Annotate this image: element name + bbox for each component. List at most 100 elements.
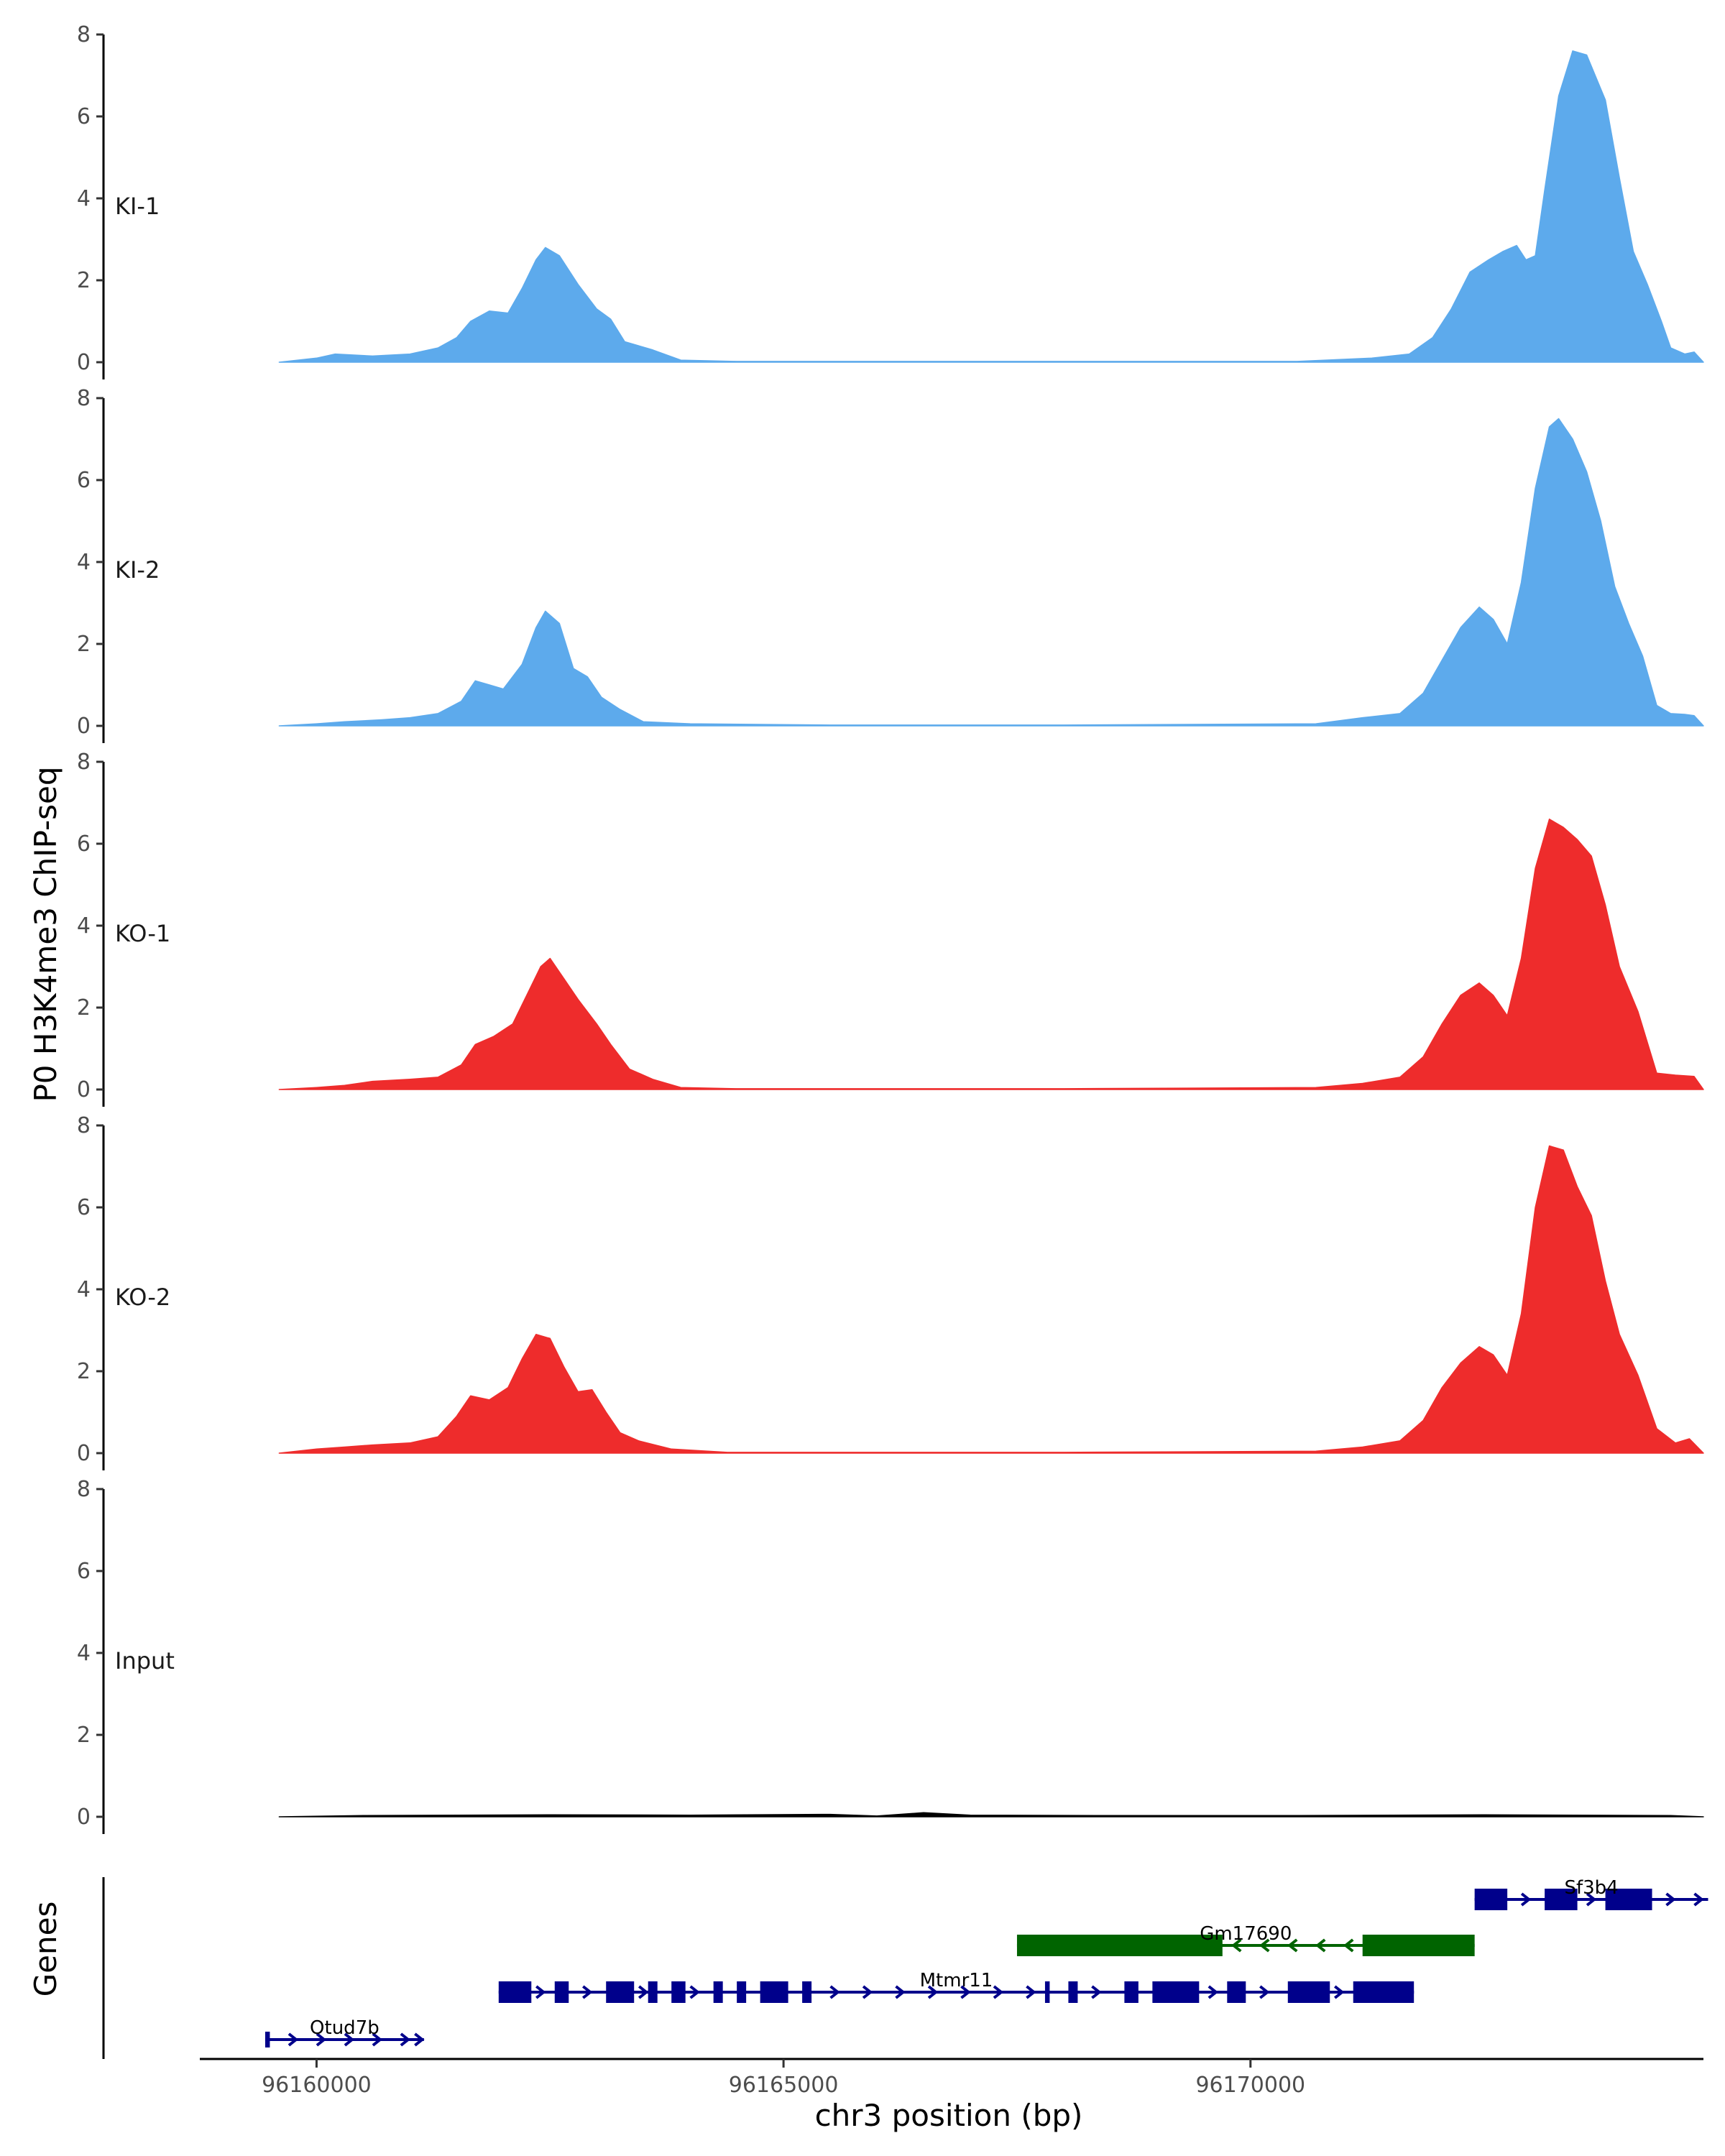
strand-arrow <box>1665 1892 1676 1907</box>
strand-arrow <box>1208 1985 1219 1999</box>
strand-arrow <box>1315 1938 1326 1953</box>
gene-label: Mtmr11 <box>920 1970 993 1991</box>
gene-exon <box>802 1981 812 2003</box>
strand-arrow <box>1693 1892 1704 1907</box>
y-tick-label: 8 <box>77 750 91 775</box>
strand-arrow <box>895 1985 906 1999</box>
gene-label: Gm17690 <box>1200 1923 1292 1945</box>
genes-axis-title: Genes <box>28 1902 63 1997</box>
strand-arrow <box>316 2032 327 2047</box>
y-tick-label: 0 <box>77 714 91 739</box>
gene-exon <box>1152 1981 1200 2003</box>
gene-exon <box>264 2032 270 2047</box>
strand-arrow <box>1586 1892 1597 1907</box>
strand-arrow <box>344 2032 355 2047</box>
gene-sf3b4: Sf3b4 <box>1474 1877 1708 1910</box>
gene-mtmr11: Mtmr11 <box>498 1970 1414 2003</box>
gene-label: Otud7b <box>310 2017 380 2039</box>
strand-arrow <box>1091 1985 1102 1999</box>
y-tick-label: 6 <box>77 468 91 493</box>
strand-arrow <box>829 1985 840 1999</box>
coverage-area <box>278 819 1704 1090</box>
gene-exon <box>760 1981 788 2003</box>
track-label: Input <box>115 1647 175 1674</box>
y-tick-label: 4 <box>77 550 91 575</box>
y-tick-label: 2 <box>77 268 91 293</box>
coverage-area <box>278 50 1704 363</box>
strand-arrow <box>535 1985 546 1999</box>
strand-arrow <box>1259 1985 1270 1999</box>
strand-arrow <box>288 2032 299 2047</box>
gene-exon <box>498 1981 532 2003</box>
y-tick-label: 0 <box>77 1077 91 1102</box>
y-tick-label: 2 <box>77 1723 91 1748</box>
y-tick-label: 2 <box>77 632 91 657</box>
gene-exon <box>554 1981 569 2003</box>
y-tick-label: 2 <box>77 995 91 1021</box>
y-tick-label: 4 <box>77 1277 91 1302</box>
gene-exon <box>1362 1935 1475 1956</box>
track-label: KO-2 <box>115 1284 170 1311</box>
coverage-area <box>278 418 1704 727</box>
coverage-area <box>278 1812 1704 1818</box>
strand-arrow <box>1520 1892 1532 1907</box>
gene-gm17690: Gm17690 <box>1016 1923 1475 1956</box>
gene-exon <box>737 1981 747 2003</box>
y-tick-label: 4 <box>77 186 91 211</box>
y-tick-label: 0 <box>77 1805 91 1830</box>
y-tick-label: 6 <box>77 1559 91 1584</box>
strand-arrow <box>414 2032 425 2047</box>
gene-exon <box>671 1981 686 2003</box>
gene-exon <box>606 1981 635 2003</box>
strand-arrow <box>1333 1985 1345 1999</box>
gene-label: Sf3b4 <box>1564 1877 1618 1899</box>
gene-exon <box>1016 1935 1223 1956</box>
y-tick-label: 0 <box>77 1441 91 1466</box>
y-tick-label: 8 <box>77 1477 91 1502</box>
strand-arrow <box>1259 1938 1270 1953</box>
track-ko-1: 0 2 4 6 8 KO-1 <box>77 750 1704 1107</box>
gene-otud7b: Otud7b <box>264 2017 425 2047</box>
gene-exon <box>713 1981 723 2003</box>
gene-exon <box>1605 1889 1652 1910</box>
strand-arrow <box>1287 1938 1298 1953</box>
strand-arrow <box>581 1985 593 1999</box>
track-label: KI-1 <box>115 193 160 220</box>
gene-exon <box>1474 1889 1508 1910</box>
strand-arrow <box>638 1985 649 1999</box>
strand-arrow <box>689 1985 700 1999</box>
y-axis-title: P0 H3K4me3 ChIP-seq <box>28 766 63 1102</box>
track-input: 0 2 4 6 8 Input <box>77 1477 1704 1834</box>
gene-exon <box>1353 1981 1414 2003</box>
gene-exon <box>1124 1981 1138 2003</box>
coverage-area <box>278 1145 1704 1454</box>
strand-arrow <box>960 1985 971 1999</box>
coverage-tracks: 0 2 4 6 8 KI-1 0 2 4 6 8 KI-2 0 2 4 6 8 KO-1 0 2 4 6 8 KO-2 0 2 4 6… <box>77 22 1704 1834</box>
x-tick-label: 96170000 <box>1195 2073 1305 2098</box>
gene-exon <box>1545 1889 1578 1910</box>
track-ki-2: 0 2 4 6 8 KI-2 <box>77 386 1704 743</box>
y-tick-label: 4 <box>77 1641 91 1666</box>
strand-arrow <box>372 2032 383 2047</box>
y-tick-label: 8 <box>77 386 91 411</box>
y-tick-label: 6 <box>77 831 91 857</box>
y-tick-label: 6 <box>77 104 91 129</box>
track-ki-1: 0 2 4 6 8 KI-1 <box>77 22 1704 379</box>
x-axis: 96160000 96165000 96170000 <box>200 2058 1703 2098</box>
y-tick-label: 2 <box>77 1359 91 1384</box>
gene-annotation-panel: Otud7b Mtmr11 Gm17690 Sf3b4 <box>102 1877 1708 2059</box>
x-tick-label: 96165000 <box>729 2073 839 2098</box>
strand-arrow <box>1026 1985 1036 1999</box>
gene-exon <box>1068 1981 1078 2003</box>
strand-arrow <box>1231 1938 1242 1953</box>
y-tick-label: 8 <box>77 22 91 47</box>
y-tick-label: 0 <box>77 350 91 375</box>
strand-arrow <box>927 1985 939 1999</box>
track-ko-2: 0 2 4 6 8 KO-2 <box>77 1113 1704 1470</box>
gene-exon <box>648 1981 658 2003</box>
x-tick-label: 96160000 <box>262 2073 372 2098</box>
gene-exon <box>1044 1981 1050 2003</box>
y-tick-label: 8 <box>77 1113 91 1138</box>
gene-exon <box>1287 1981 1330 2003</box>
